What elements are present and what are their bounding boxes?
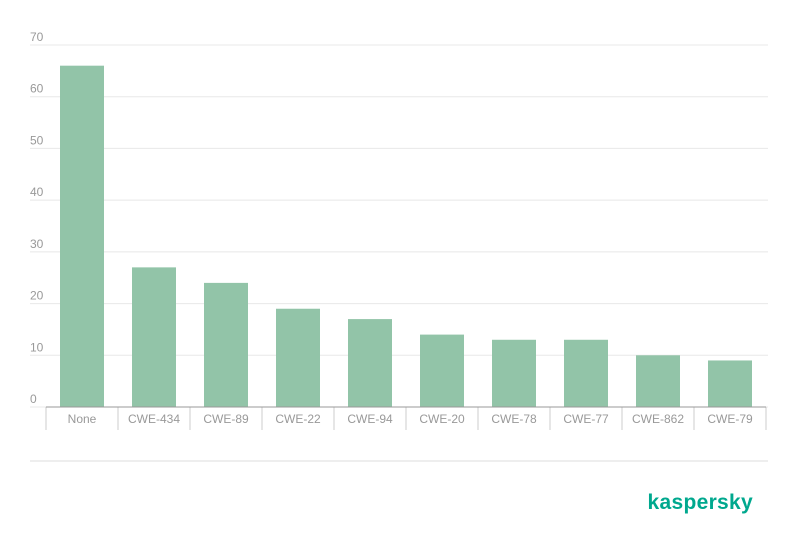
bar bbox=[276, 308, 320, 407]
bar bbox=[636, 355, 680, 407]
y-tick-label: 30 bbox=[30, 237, 44, 251]
y-tick-label: 40 bbox=[30, 185, 44, 199]
logo: kaspersky bbox=[648, 491, 753, 514]
x-tick-label: None bbox=[68, 412, 97, 426]
x-tick-label: CWE-89 bbox=[203, 412, 249, 426]
x-tick-label: CWE-22 bbox=[275, 412, 321, 426]
x-tick-label: CWE-94 bbox=[347, 412, 393, 426]
y-tick-label: 50 bbox=[30, 133, 44, 147]
x-tick-label: CWE-20 bbox=[419, 412, 465, 426]
bar bbox=[708, 360, 752, 407]
x-tick-label: CWE-434 bbox=[128, 412, 180, 426]
bar bbox=[204, 282, 248, 407]
bar bbox=[564, 339, 608, 407]
y-tick-label: 0 bbox=[30, 392, 37, 406]
bar bbox=[348, 319, 392, 407]
y-tick-label: 10 bbox=[30, 340, 44, 354]
bar bbox=[492, 339, 536, 407]
y-tick-label: 70 bbox=[30, 30, 44, 44]
x-tick-label: CWE-862 bbox=[632, 412, 684, 426]
x-tick-label: CWE-77 bbox=[563, 412, 609, 426]
bar bbox=[420, 334, 464, 407]
bar bbox=[132, 267, 176, 407]
x-tick-label: CWE-78 bbox=[491, 412, 537, 426]
y-tick-label: 60 bbox=[30, 82, 44, 96]
y-tick-label: 20 bbox=[30, 289, 44, 303]
x-tick-label: CWE-79 bbox=[707, 412, 753, 426]
bar bbox=[60, 65, 104, 407]
